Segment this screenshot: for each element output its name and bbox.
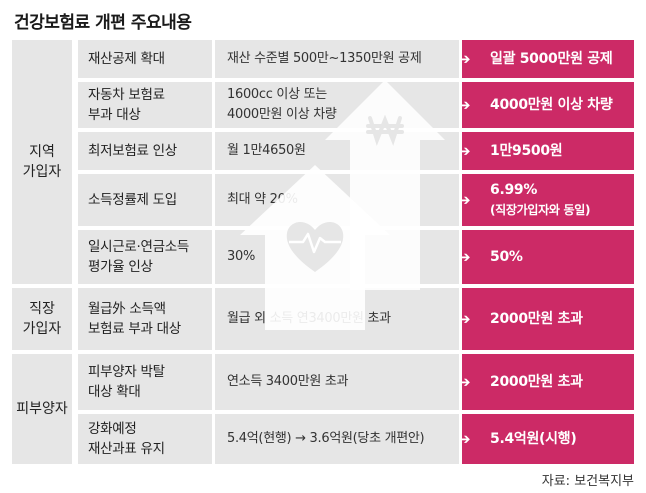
- row-change: ➔ 5.4억원(시행): [458, 414, 634, 464]
- arrow-icon: ➔: [458, 310, 471, 328]
- row-change: ➔ 일괄 5000만원 공제: [458, 40, 634, 78]
- row-item: 일시근로·연금소득 평가율 인상: [78, 230, 212, 284]
- row-item: 피부양자 박탈 대상 확대: [78, 354, 212, 410]
- row-current: 재산 수준별 500만~1350만원 공제: [215, 40, 459, 78]
- group-label: 피부양자: [16, 401, 68, 417]
- row-change: ➔ 1만9500원: [458, 132, 634, 170]
- group-label: 가입자: [22, 164, 62, 180]
- group-label: 가입자: [22, 321, 62, 337]
- row-change: ➔ 6.99% (직장가입자와 동일): [458, 174, 634, 226]
- row-current: 월급 외 소득 연3400만원 초과: [215, 288, 459, 350]
- row-item: 소득정률제 도입: [78, 174, 212, 226]
- arrow-icon: ➔: [458, 430, 471, 448]
- row-change: ➔ 4000만원 이상 차량: [458, 82, 634, 128]
- arrow-icon: ➔: [458, 96, 471, 114]
- row-item: 강화예정 재산과표 유지: [78, 414, 212, 464]
- row-current: 30%: [215, 230, 459, 284]
- row-current: 월 1만4650원: [215, 132, 459, 170]
- arrow-icon: ➔: [458, 50, 471, 68]
- group-dependent: 피부양자: [12, 354, 72, 464]
- row-change: ➔ 50%: [458, 230, 634, 284]
- source-credit: 자료: 보건복지부: [541, 474, 634, 489]
- arrow-icon: ➔: [458, 191, 471, 209]
- row-item: 자동차 보험료 부과 대상: [78, 82, 212, 128]
- row-current: 1600cc 이상 또는 4000만원 이상 차량: [215, 82, 459, 128]
- group-label: 직장: [29, 301, 55, 317]
- arrow-icon: ➔: [458, 142, 471, 160]
- row-change: ➔ 2000만원 초과: [458, 288, 634, 350]
- page-title: 건강보험료 개편 주요내용: [14, 13, 192, 33]
- row-current: 최대 약 20%: [215, 174, 459, 226]
- arrow-icon: ➔: [458, 248, 471, 266]
- row-change: ➔ 2000만원 초과: [458, 354, 634, 410]
- row-item: 월급外 소득액 보험료 부과 대상: [78, 288, 212, 350]
- row-item: 최저보험료 인상: [78, 132, 212, 170]
- group-label: 지역: [29, 144, 55, 160]
- row-current: 연소득 3400만원 초과: [215, 354, 459, 410]
- arrow-icon: ➔: [458, 373, 471, 391]
- row-current: 5.4억(현행) → 3.6억원(당초 개편안): [215, 414, 459, 464]
- row-item: 재산공제 확대: [78, 40, 212, 78]
